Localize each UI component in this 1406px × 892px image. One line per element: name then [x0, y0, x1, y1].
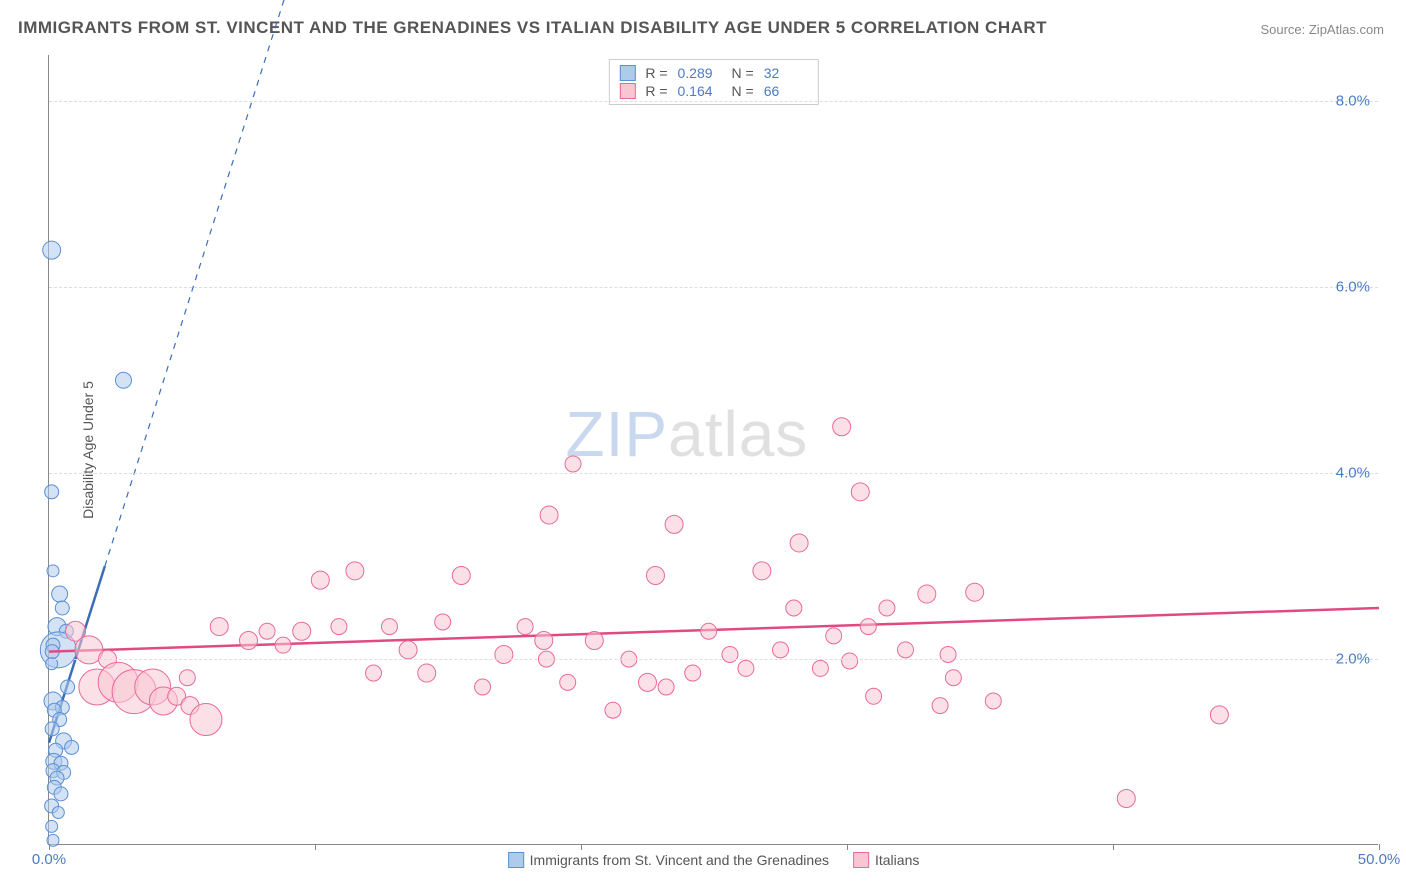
xtick-label: 0.0% [32, 851, 66, 868]
ytick-label: 6.0% [1336, 279, 1370, 296]
plot-area: Disability Age Under 5 ZIPatlas R = 0.28… [48, 55, 1378, 845]
stats-row-pink: R = 0.164 N = 66 [619, 82, 807, 100]
swatch-blue-icon [508, 852, 524, 868]
xtick-label: 50.0% [1358, 851, 1401, 868]
swatch-pink-icon [853, 852, 869, 868]
legend-label-pink: Italians [875, 852, 919, 868]
n-label: N = [732, 65, 754, 81]
xtick [581, 844, 582, 850]
n-value-blue: 32 [764, 65, 808, 81]
xtick [49, 844, 50, 850]
chart-title: IMMIGRANTS FROM ST. VINCENT AND THE GREN… [18, 18, 1047, 38]
ytick-label: 2.0% [1336, 651, 1370, 668]
gridline [49, 659, 1378, 660]
xtick [315, 844, 316, 850]
r-label: R = [645, 65, 667, 81]
n-value-pink: 66 [764, 83, 808, 99]
gridline [49, 101, 1378, 102]
chart-svg [49, 55, 1378, 844]
xtick [1113, 844, 1114, 850]
r-value-pink: 0.164 [678, 83, 722, 99]
r-value-blue: 0.289 [678, 65, 722, 81]
xtick [847, 844, 848, 850]
legend-item-pink: Italians [853, 852, 919, 868]
gridline [49, 287, 1378, 288]
stats-legend: R = 0.289 N = 32 R = 0.164 N = 66 [608, 59, 818, 105]
legend-label-blue: Immigrants from St. Vincent and the Gren… [530, 852, 829, 868]
ytick-label: 4.0% [1336, 465, 1370, 482]
gridline [49, 473, 1378, 474]
xtick [1379, 844, 1380, 850]
swatch-pink-icon [619, 83, 635, 99]
series-legend: Immigrants from St. Vincent and the Gren… [508, 852, 920, 868]
ytick-label: 8.0% [1336, 93, 1370, 110]
source-attribution: Source: ZipAtlas.com [1260, 22, 1384, 37]
swatch-blue-icon [619, 65, 635, 81]
legend-item-blue: Immigrants from St. Vincent and the Gren… [508, 852, 829, 868]
n-label: N = [732, 83, 754, 99]
r-label: R = [645, 83, 667, 99]
stats-row-blue: R = 0.289 N = 32 [619, 64, 807, 82]
